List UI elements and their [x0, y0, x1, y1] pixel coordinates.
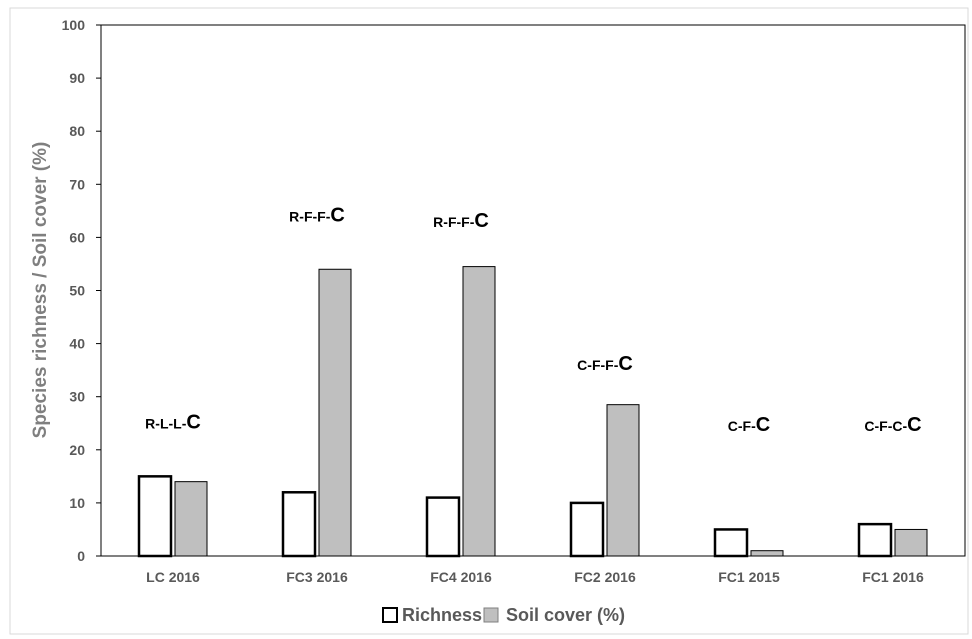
x-tick-label: FC2 2016: [574, 569, 636, 585]
richness-bar: [857, 522, 893, 558]
y-tick-label: 60: [69, 229, 85, 245]
plot-area-frame: [100, 24, 966, 557]
x-tick-label: FC4 2016: [430, 569, 492, 585]
x-tick-label: FC3 2016: [286, 569, 348, 585]
y-tick-label: 10: [69, 495, 85, 511]
x-tick-label: LC 2016: [146, 569, 200, 585]
legend-label-richness: Richness: [402, 605, 482, 625]
bar-annotation: R-F-F-C: [289, 204, 345, 226]
legend: Richness Soil cover (%): [382, 605, 625, 625]
y-axis-ticks: 0 10 20 30 40 50 60 70 80 90 100: [62, 17, 101, 564]
y-tick-label: 30: [69, 389, 85, 405]
x-tick-label: FC1 2015: [718, 569, 780, 585]
y-axis-label: Species richness / Soil cover (%): [30, 142, 51, 439]
y-tick-label: 40: [69, 336, 85, 352]
y-tick-label: 0: [77, 548, 85, 564]
richness-bar: [713, 528, 749, 558]
richness-bar: [281, 491, 317, 558]
y-tick-label: 50: [69, 283, 85, 299]
annotations-layer: R-L-L-C R-F-F-C R-F-F-C C-F-F-C C-F-C C-F-C-C: [145, 204, 921, 436]
richness-bar: [137, 475, 173, 558]
bar-annotation: R-L-L-C: [145, 412, 201, 434]
bar-annotation: C-F-C-C: [864, 414, 921, 436]
y-tick-label: 70: [69, 176, 85, 192]
soil-cover-bar: [174, 481, 208, 557]
y-tick-label: 90: [69, 70, 85, 86]
bar-annotation: R-F-F-C: [433, 210, 489, 232]
bars-layer: [137, 266, 928, 558]
x-axis-ticks: LC 2016 FC3 2016 FC4 2016 FC2 2016 FC1 2015 F…: [146, 569, 924, 585]
soil-cover-bar: [606, 404, 640, 557]
x-tick-label: FC1 2016: [862, 569, 924, 585]
soil-cover-bar: [750, 550, 784, 557]
y-tick-label: 20: [69, 442, 85, 458]
bar-annotation: C-F-C: [728, 414, 770, 436]
richness-bar: [569, 501, 605, 558]
legend-label-soil-cover: Soil cover (%): [506, 605, 625, 625]
legend-swatch-richness: [382, 607, 398, 623]
soil-cover-bar: [462, 266, 496, 557]
y-tick-label: 80: [69, 123, 85, 139]
legend-swatch-soil-cover: [483, 607, 499, 623]
bar-annotation: C-F-F-C: [577, 353, 633, 375]
soil-cover-bar: [318, 268, 352, 557]
richness-bar: [425, 496, 461, 558]
y-tick-label: 100: [62, 17, 86, 33]
soil-cover-bar: [894, 528, 928, 557]
